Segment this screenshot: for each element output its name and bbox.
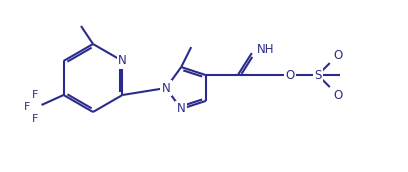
Text: N: N — [177, 102, 186, 115]
Text: O: O — [285, 69, 295, 82]
Text: S: S — [314, 69, 322, 82]
Text: O: O — [333, 89, 342, 102]
Text: F: F — [32, 114, 39, 124]
Text: N: N — [162, 82, 171, 94]
Text: F: F — [32, 90, 39, 100]
Text: N: N — [118, 55, 127, 67]
Text: F: F — [24, 102, 31, 112]
Text: NH: NH — [257, 42, 275, 56]
Text: O: O — [333, 49, 342, 62]
